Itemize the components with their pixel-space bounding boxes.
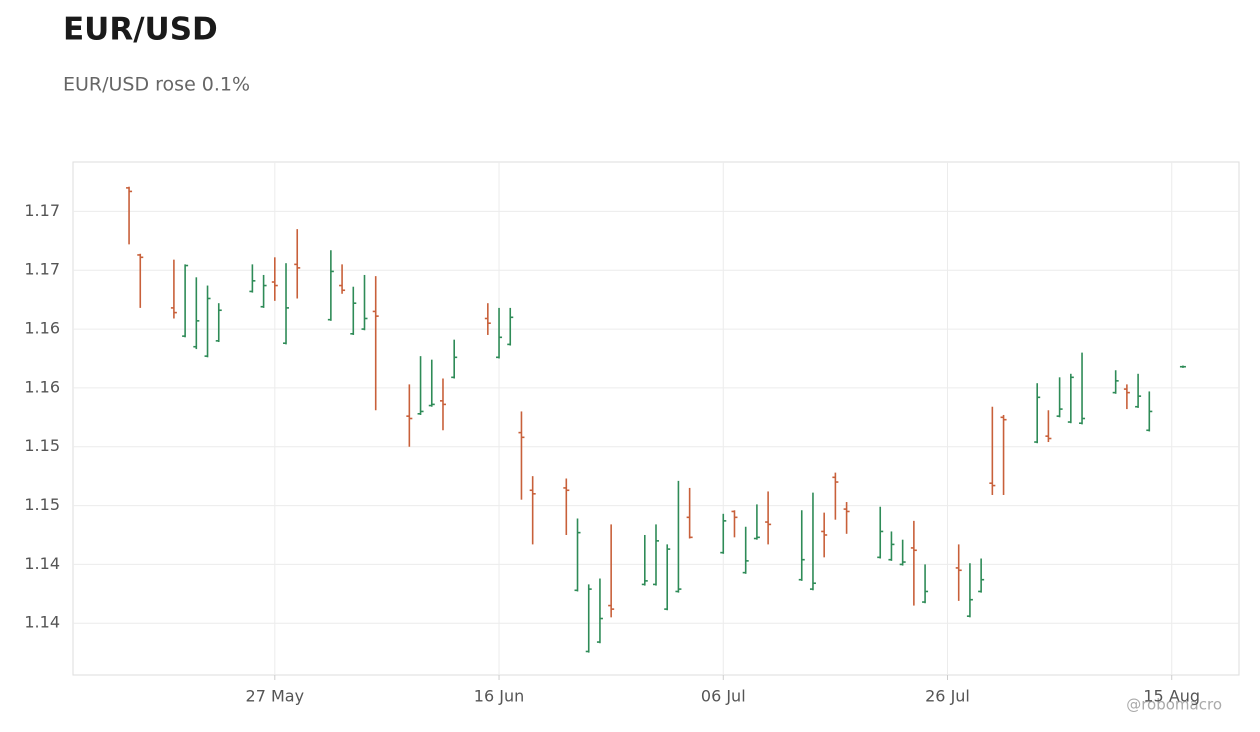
- y-tick-label: 1.17: [24, 201, 60, 220]
- y-tick-label: 1.15: [24, 436, 60, 455]
- x-tick-label: 26 Jul: [925, 687, 970, 706]
- x-tick-label: 06 Jul: [701, 687, 746, 706]
- y-tick-label: 1.16: [24, 319, 60, 338]
- y-tick-label: 1.15: [24, 495, 60, 514]
- y-tick-label: 1.16: [24, 377, 60, 396]
- x-tick-label: 16 Jun: [474, 687, 524, 706]
- chart-subtitle: EUR/USD rose 0.1%: [63, 74, 250, 96]
- plot-frame: [72, 161, 1240, 676]
- y-tick-label: 1.14: [24, 554, 60, 573]
- y-tick-label: 1.14: [24, 613, 60, 632]
- x-tick-label: 27 May: [246, 687, 305, 706]
- x-tick-label: 15 Aug: [1143, 687, 1200, 706]
- y-tick-label: 1.17: [24, 260, 60, 279]
- chart-title: EUR/USD: [63, 12, 218, 48]
- watermark: @robomacro: [1126, 696, 1222, 714]
